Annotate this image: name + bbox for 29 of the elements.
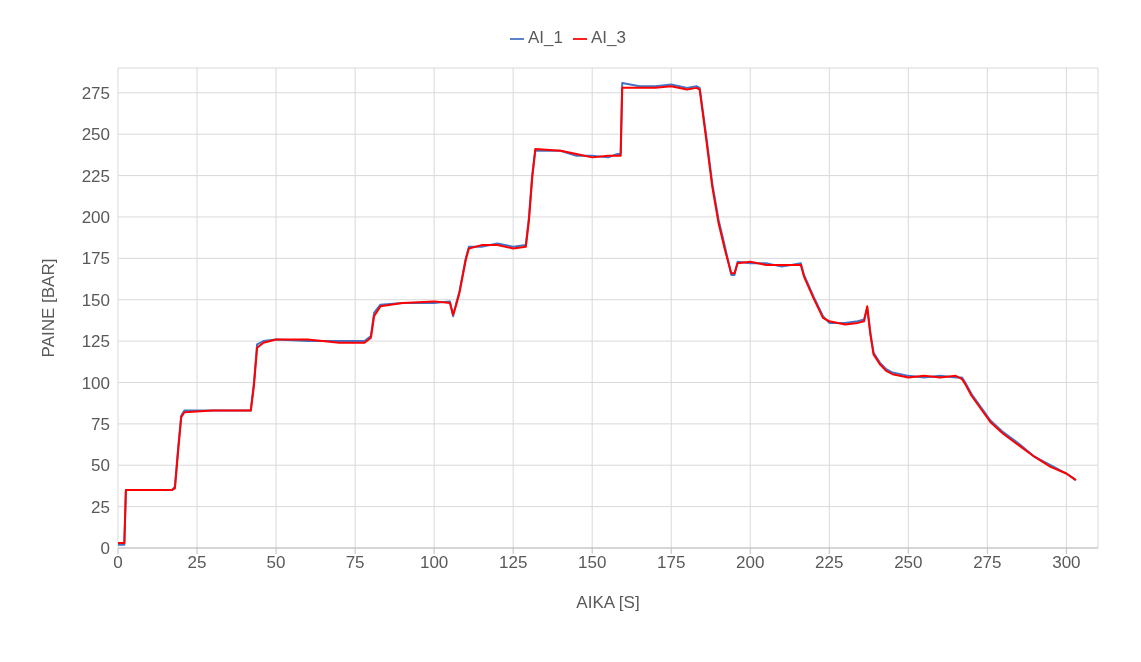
x-tick-label: 125	[498, 553, 528, 573]
y-tick-label: 50	[91, 456, 110, 476]
y-tick-label: 200	[81, 208, 110, 227]
x-tick-label: 300	[1052, 553, 1081, 573]
x-tick-label: 225	[815, 553, 844, 573]
y-tick-label: 25	[91, 497, 110, 517]
y-tick-label: 275	[81, 83, 110, 103]
y-tick-label: 225	[81, 166, 110, 186]
x-tick-label: 75	[345, 553, 365, 573]
x-tick-label: 25	[187, 553, 207, 573]
x-tick-label: 100	[419, 553, 449, 573]
y-tick-label: 75	[91, 414, 110, 434]
y-tick-label: 100	[81, 373, 110, 393]
x-axis-title: AIKA [S]	[576, 593, 640, 612]
y-tick-label: 250	[81, 125, 110, 145]
x-tick-label: 250	[894, 553, 923, 573]
y-tick-label: 175	[81, 249, 110, 269]
y-axis-title: PAINE [BAR]	[39, 258, 59, 358]
legend-label: AI_3	[591, 28, 626, 47]
legend-label: AI_1	[528, 28, 563, 47]
x-tick-label: 275	[973, 553, 1002, 573]
y-tick-label: 125	[81, 332, 110, 352]
x-tick-label: 50	[266, 553, 286, 573]
x-tick-label: 175	[657, 553, 686, 573]
y-tick-label: 150	[81, 290, 110, 310]
x-tick-label: 0	[113, 553, 123, 573]
x-tick-label: 150	[578, 553, 607, 573]
x-tick-label: 200	[736, 553, 765, 573]
y-tick-label: 0	[100, 539, 110, 559]
